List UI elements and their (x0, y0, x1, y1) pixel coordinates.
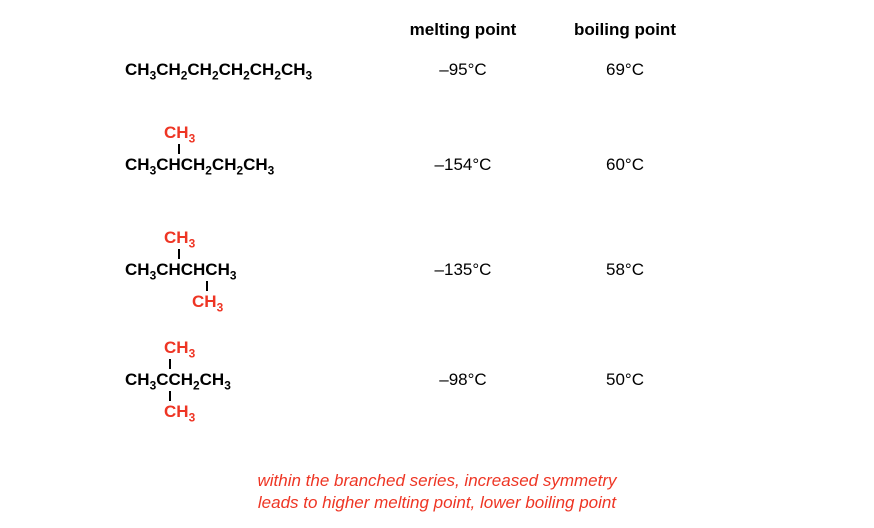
column-header-melting-point: melting point (393, 20, 533, 40)
chain-fragment: CH2 (156, 60, 187, 79)
formula-line: CH3 (164, 123, 195, 145)
chain-fragment: CHCHCH3 (156, 260, 236, 279)
chain-fragment: CH2 (219, 60, 250, 79)
bond-line (169, 359, 171, 369)
formula-line: CH3 (164, 228, 195, 250)
chain-fragment: CH3 (281, 60, 312, 79)
melting-point-value: –135°C (393, 260, 533, 280)
chain-fragment: CH2 (187, 60, 218, 79)
caption-line-1: within the branched series, increased sy… (257, 471, 616, 490)
melting-point-value: –98°C (393, 370, 533, 390)
formula-line: CH3CHCHCH3 (125, 260, 236, 282)
formula-line: CH3 (192, 292, 223, 314)
chain-fragment: CH3 (200, 370, 231, 389)
chain-fragment: CH2 (250, 60, 281, 79)
methyl-branch: CH3 (164, 228, 195, 247)
boiling-point-value: 69°C (555, 60, 695, 80)
melting-point-value: –154°C (393, 155, 533, 175)
chain-fragment: CCH2 (156, 370, 199, 389)
chemical-structure: CH3CH3CCH2CH3CH3 (125, 370, 385, 392)
chain-fragment: CH3 (125, 260, 156, 279)
bond-line (206, 281, 208, 291)
chain-fragment: CHCH2 (156, 155, 212, 174)
chemical-structure: CH3CH3CHCHCH3CH3 (125, 260, 385, 282)
boiling-point-value: 50°C (555, 370, 695, 390)
methyl-branch: CH3 (164, 123, 195, 142)
bond-line (169, 391, 171, 401)
melting-point-value: –95°C (393, 60, 533, 80)
chain-fragment: CH3 (243, 155, 274, 174)
bond-line (178, 249, 180, 259)
boiling-point-value: 60°C (555, 155, 695, 175)
chain-fragment: CH3 (125, 155, 156, 174)
methyl-branch: CH3 (164, 402, 195, 421)
chain-fragment: CH3 (125, 370, 156, 389)
formula-line: CH3 (164, 402, 195, 424)
caption: within the branched series, increased sy… (0, 470, 874, 514)
chain-fragment: CH3 (125, 60, 156, 79)
formula-line: CH3CHCH2CH2CH3 (125, 155, 274, 177)
methyl-branch: CH3 (164, 338, 195, 357)
methyl-branch: CH3 (192, 292, 223, 311)
chain-fragment: CH2 (212, 155, 243, 174)
formula-line: CH3CCH2CH3 (125, 370, 231, 392)
column-header-boiling-point: boiling point (555, 20, 695, 40)
caption-line-2: leads to higher melting point, lower boi… (258, 493, 616, 512)
chemical-structure: CH3CH2CH2CH2CH2CH3 (125, 60, 385, 82)
formula-line: CH3 (164, 338, 195, 360)
formula-line: CH3CH2CH2CH2CH2CH3 (125, 60, 312, 82)
chemical-structure: CH3CH3CHCH2CH2CH3 (125, 155, 385, 177)
boiling-point-value: 58°C (555, 260, 695, 280)
bond-line (178, 144, 180, 154)
